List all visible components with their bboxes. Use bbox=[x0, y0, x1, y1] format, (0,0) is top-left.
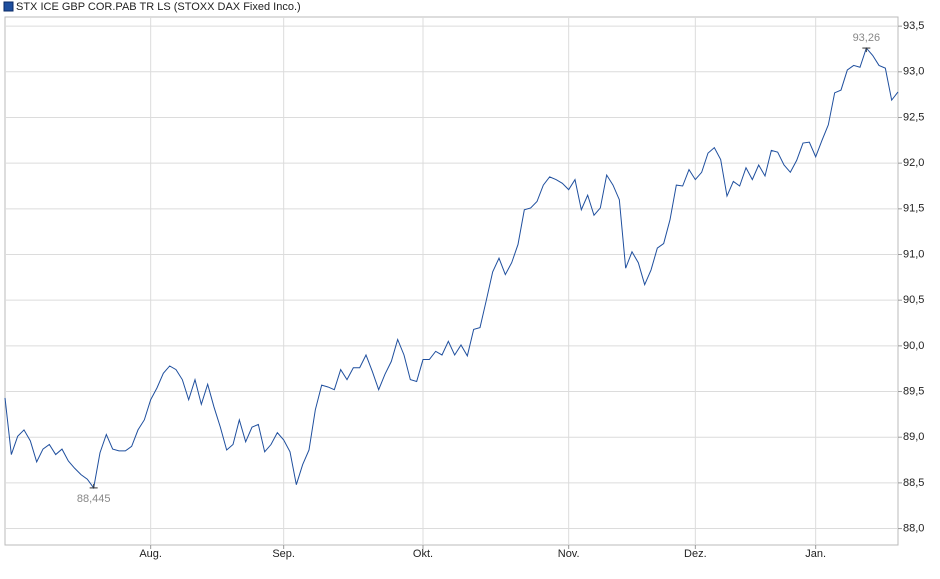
y-tick-label: 92,0 bbox=[903, 157, 924, 169]
y-tick-label: 93,5 bbox=[903, 20, 924, 32]
y-tick-label: 92,5 bbox=[903, 111, 924, 123]
legend-swatch bbox=[3, 1, 14, 12]
annotation-label: 88,445 bbox=[77, 493, 111, 505]
x-tick-label: Nov. bbox=[558, 548, 580, 560]
y-tick-label: 89,5 bbox=[903, 385, 924, 397]
y-tick-label: 90,0 bbox=[903, 340, 924, 352]
x-tick-label: Jan. bbox=[805, 548, 826, 560]
x-tick-label: Sep. bbox=[272, 548, 295, 560]
data-line bbox=[4, 47, 899, 490]
y-tick-label: 88,0 bbox=[903, 522, 924, 534]
annotation-label: 93,26 bbox=[853, 32, 881, 44]
y-tick-label: 90,5 bbox=[903, 294, 924, 306]
x-tick-label: Dez. bbox=[684, 548, 707, 560]
y-tick-label: 91,0 bbox=[903, 248, 924, 260]
y-tick-label: 89,0 bbox=[903, 431, 924, 443]
x-tick-label: Aug. bbox=[139, 548, 162, 560]
y-tick-label: 88,5 bbox=[903, 477, 924, 489]
y-tick-label: 91,5 bbox=[903, 203, 924, 215]
plot-frame bbox=[4, 16, 899, 546]
legend-label: STX ICE GBP COR.PAB TR LS (STOXX DAX Fix… bbox=[16, 1, 301, 13]
y-tick-label: 93,0 bbox=[903, 66, 924, 78]
x-tick-label: Okt. bbox=[413, 548, 433, 560]
